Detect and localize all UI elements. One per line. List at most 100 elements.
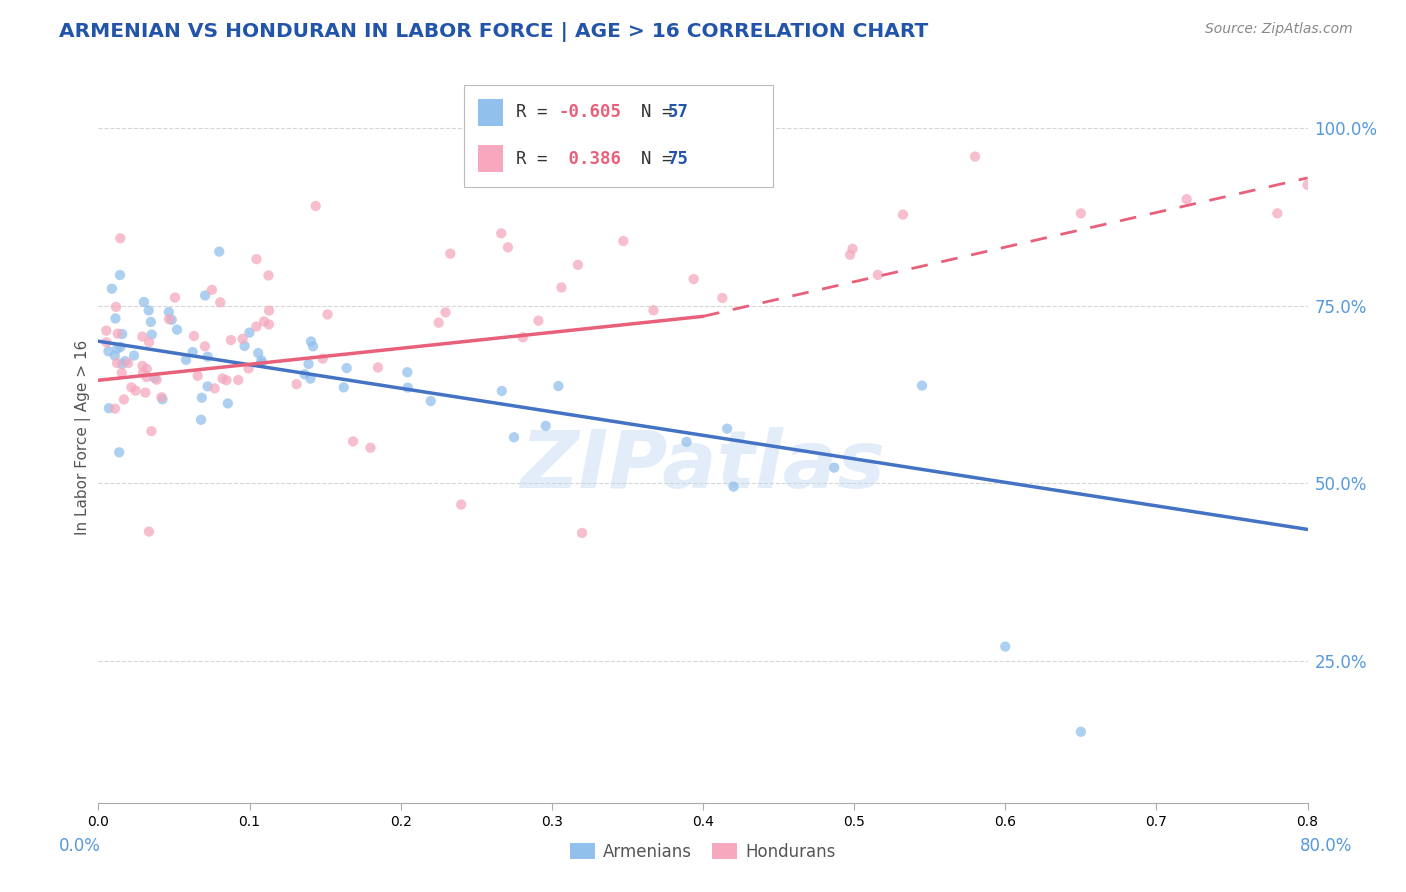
Text: N =: N = <box>620 150 683 168</box>
Point <box>166 323 188 337</box>
Point <box>108 445 131 459</box>
Point <box>163 291 186 305</box>
Point <box>571 525 593 540</box>
Point <box>211 371 233 385</box>
Point <box>675 434 697 449</box>
Point <box>257 303 280 318</box>
Point <box>105 356 128 370</box>
Point <box>1070 724 1092 739</box>
Point <box>238 326 260 340</box>
Point <box>111 366 134 380</box>
Point <box>866 268 889 282</box>
Point <box>122 349 145 363</box>
Point <box>711 291 734 305</box>
Point <box>138 335 160 350</box>
Point <box>97 401 120 416</box>
Point <box>427 316 450 330</box>
Point <box>181 345 204 359</box>
Point <box>111 326 134 341</box>
Point <box>643 303 665 318</box>
Point <box>110 231 132 245</box>
Text: 0.386: 0.386 <box>558 150 621 168</box>
Point <box>336 361 359 376</box>
Point <box>101 282 124 296</box>
Point <box>247 346 270 360</box>
Point <box>201 283 224 297</box>
Point <box>567 258 589 272</box>
Point <box>217 396 239 410</box>
Point <box>132 366 155 380</box>
Point <box>96 324 118 338</box>
Point <box>187 368 209 383</box>
Point <box>131 359 153 373</box>
Point <box>194 339 217 353</box>
Point <box>209 295 232 310</box>
Point <box>157 305 180 319</box>
Point <box>302 339 325 353</box>
Point <box>439 246 461 260</box>
Text: 80.0%: 80.0% <box>1301 837 1353 855</box>
Point <box>332 380 354 394</box>
Point <box>285 377 308 392</box>
Point <box>503 430 526 444</box>
Point <box>226 373 249 387</box>
Point <box>152 392 174 407</box>
Point <box>141 327 163 342</box>
Point <box>160 313 183 327</box>
Point <box>197 379 219 393</box>
Point <box>204 381 226 395</box>
Text: R =: R = <box>516 103 558 121</box>
Point <box>104 300 127 314</box>
Point <box>132 295 155 310</box>
Point <box>294 368 316 382</box>
Point <box>450 498 472 512</box>
Point <box>612 234 634 248</box>
Point <box>305 199 328 213</box>
Y-axis label: In Labor Force | Age > 16: In Labor Force | Age > 16 <box>76 340 91 534</box>
Point <box>250 356 273 370</box>
Point <box>527 313 550 327</box>
Point <box>491 384 513 398</box>
Text: -0.605: -0.605 <box>558 103 621 121</box>
Point <box>191 391 214 405</box>
Point <box>138 524 160 539</box>
Point <box>135 362 157 376</box>
Point <box>104 401 127 416</box>
Point <box>257 268 280 283</box>
Point <box>105 342 128 356</box>
Point <box>245 319 267 334</box>
Point <box>297 357 319 371</box>
Point <box>723 479 745 493</box>
Point <box>131 329 153 343</box>
Text: R =: R = <box>516 150 558 168</box>
Point <box>841 242 863 256</box>
Point <box>1296 178 1319 192</box>
Text: 57: 57 <box>668 103 689 121</box>
Point <box>891 208 914 222</box>
Point <box>994 640 1017 654</box>
Point <box>396 365 419 379</box>
Point <box>138 303 160 318</box>
Text: 0.0%: 0.0% <box>59 837 101 855</box>
Point <box>120 380 142 394</box>
Point <box>135 370 157 384</box>
Point <box>104 311 127 326</box>
Point <box>367 360 389 375</box>
Text: ZIPatlas: ZIPatlas <box>520 427 886 506</box>
Point <box>233 339 256 353</box>
Point <box>174 352 197 367</box>
Point <box>250 353 273 368</box>
Point <box>299 371 322 385</box>
Point <box>111 357 134 371</box>
Point <box>1070 206 1092 220</box>
Point <box>141 424 163 438</box>
Point <box>108 268 131 282</box>
Point <box>117 356 139 370</box>
Point <box>396 380 419 394</box>
Point <box>491 227 513 241</box>
Point <box>711 164 734 178</box>
Point <box>496 240 519 254</box>
Point <box>219 333 242 347</box>
Point <box>114 354 136 368</box>
Point <box>839 248 862 262</box>
